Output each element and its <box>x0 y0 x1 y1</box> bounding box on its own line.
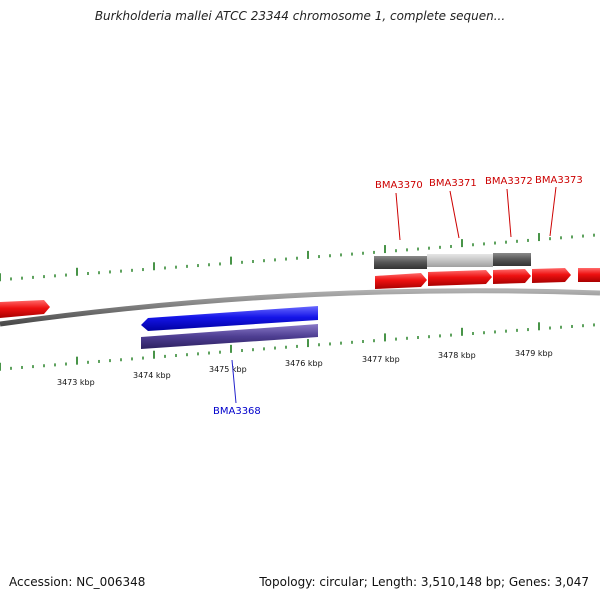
forward-gene-bma3371 <box>428 270 492 286</box>
inner-tick-ring <box>0 322 595 371</box>
gene-label-bma3371[interactable]: BMA3371 <box>429 178 477 189</box>
forward-gene-left <box>0 300 50 318</box>
gene-label-bma3373[interactable]: BMA3373 <box>535 175 583 186</box>
topology-summary-text: Topology: circular; Length: 3,510,148 bp… <box>259 575 589 589</box>
reverse-gene-shadow <box>141 324 318 349</box>
axis-label-3476: 3476 kbp <box>285 359 323 368</box>
forward-gene-bma3370 <box>375 273 427 289</box>
gc-segment-dark-2 <box>493 253 531 266</box>
leader-bma3373 <box>549 186 557 237</box>
leader-bma3368 <box>231 359 237 404</box>
axis-label-3473: 3473 kbp <box>57 378 95 387</box>
leader-bma3370 <box>395 192 401 241</box>
leader-bma3371 <box>449 190 460 239</box>
gene-label-bma3370[interactable]: BMA3370 <box>375 180 423 191</box>
axis-label-3478: 3478 kbp <box>438 351 476 360</box>
outer-tick-ring <box>0 233 595 282</box>
reverse-gene-bma3368 <box>141 306 318 331</box>
axis-label-3475: 3475 kbp <box>209 365 247 374</box>
axis-label-3479: 3479 kbp <box>515 349 553 358</box>
accession-text: Accession: NC_006348 <box>9 575 146 589</box>
gene-label-bma3368[interactable]: BMA3368 <box>213 406 261 417</box>
gene-label-bma3372[interactable]: BMA3372 <box>485 176 533 187</box>
forward-gene-right <box>578 268 600 282</box>
leader-bma3372 <box>506 188 512 238</box>
forward-gene-bma3372 <box>493 269 531 284</box>
forward-gene-bma3373 <box>532 268 571 283</box>
gc-segment-dark-1 <box>374 256 427 269</box>
gc-segment-light <box>427 254 493 267</box>
map-title: Burkholderia mallei ATCC 23344 chromosom… <box>94 9 506 23</box>
axis-label-3477: 3477 kbp <box>362 355 400 364</box>
chromosome-backbone <box>0 288 600 327</box>
axis-label-3474: 3474 kbp <box>133 371 171 380</box>
